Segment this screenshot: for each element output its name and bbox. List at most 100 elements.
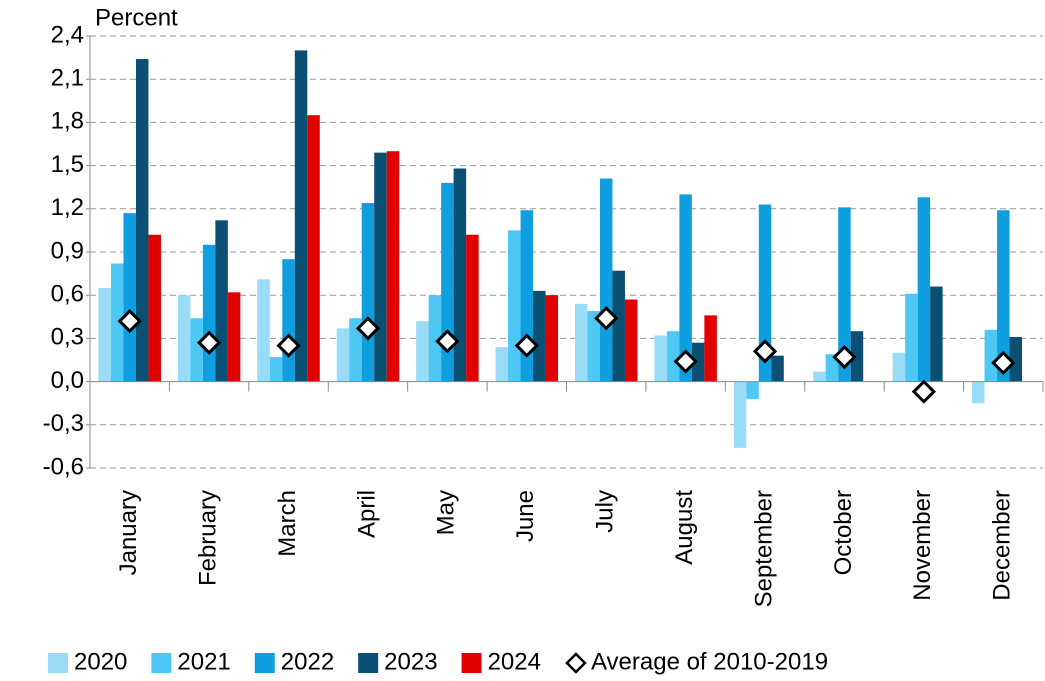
y-tick-label: 2,1 [51,65,84,92]
bar [110,263,124,382]
bar [691,342,705,382]
bar [733,381,747,448]
bar [704,315,717,382]
bar [508,230,521,382]
x-tick-label: July [592,490,619,533]
bar [202,244,216,382]
bar [930,286,943,382]
bar [495,347,509,382]
bar [148,234,161,382]
average-marker [197,330,222,355]
bar [679,194,692,382]
y-tick-label: 0,0 [51,367,84,394]
average-marker [117,308,142,334]
bar [227,292,241,382]
legend-label: 2020 [74,648,127,675]
x-tick-label: June [512,490,539,542]
x-tick-label: December [989,490,1016,601]
bar [624,299,638,382]
y-tick-label: 1,8 [51,108,84,135]
legend-swatch [151,653,172,673]
bar [282,259,295,382]
x-tick-label: May [433,490,460,535]
x-tick-label: August [671,490,698,565]
bar [758,204,772,382]
y-axis-label: Percent [95,4,178,31]
bar [374,152,387,382]
bar [574,303,588,382]
legend-label: 2024 [488,648,541,675]
average-marker [832,344,857,370]
y-tick-label: 1,5 [51,151,84,178]
x-tick-label: November [909,490,936,601]
bar [416,321,429,382]
y-tick-label: -0,6 [43,453,84,480]
y-tick-label: -0,3 [43,410,84,437]
bar [123,213,136,382]
bar [307,115,320,382]
bar [813,371,826,382]
average-marker [514,333,539,358]
legend-swatch [461,653,482,673]
bar [386,151,400,382]
bar [984,329,998,382]
x-tick-label: February [194,490,221,586]
y-tick-label: 0,6 [51,281,84,308]
bar [466,234,479,382]
bar [257,279,270,382]
bar [972,381,985,404]
bar [190,318,203,382]
bar [545,295,559,382]
x-tick-label: March [274,490,301,557]
bar [654,335,667,382]
bar [1009,336,1023,382]
average-marker [276,333,301,358]
bar [215,220,228,382]
legend-swatch [48,653,68,673]
bar [336,328,350,382]
bar [269,357,283,382]
bar [587,311,600,382]
bar [771,355,784,382]
bar [905,293,918,382]
legend-label: 2022 [281,648,334,675]
bar [917,197,931,382]
x-tick-label: April [353,490,380,538]
bar [533,290,546,382]
bar [441,182,454,382]
average-marker [594,306,619,331]
y-tick-label: 2,4 [51,21,84,48]
bar [428,295,442,382]
average-marker [673,349,698,374]
average-marker [752,339,778,364]
bar [98,288,111,382]
x-tick-label: January [115,490,142,575]
bar [825,354,839,382]
bar [349,318,362,382]
bar [892,352,906,382]
bar [612,270,625,382]
x-tick-label: October [830,490,857,575]
bar [135,59,149,382]
legend-marker [565,652,587,674]
bar [361,203,375,382]
bar [838,207,851,382]
average-marker [355,316,381,341]
bar [666,331,680,382]
legend-swatch [358,653,379,673]
bar [746,381,759,399]
y-tick-label: 0,9 [51,237,84,264]
bar [294,50,308,382]
x-tick-label: September [750,490,777,607]
bar [599,178,613,382]
bar [997,210,1010,382]
bar [177,295,191,382]
average-marker [911,379,936,404]
bar [453,168,467,382]
legend-label: 2023 [384,648,437,675]
y-tick-label: 0,3 [51,324,84,351]
average-marker [435,329,460,354]
legend-label: 2021 [177,648,230,675]
legend-swatch [254,653,275,673]
